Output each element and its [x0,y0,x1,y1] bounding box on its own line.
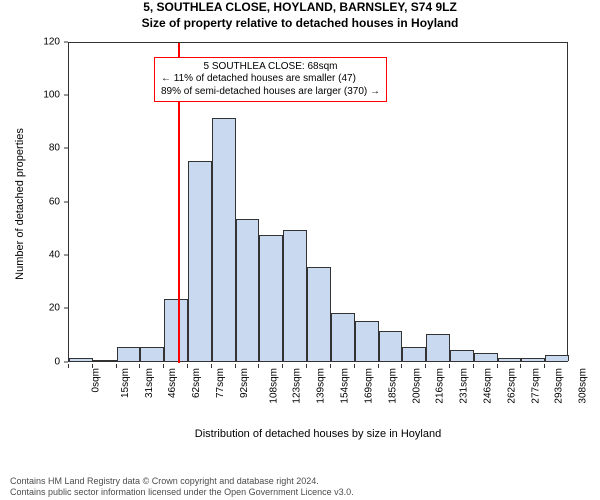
x-tick-label: 31sqm [144,368,155,398]
y-tick-label: 100 [43,89,60,100]
x-tick-label: 0sqm [90,368,101,392]
page-subtitle: Size of property relative to detached ho… [0,16,600,30]
annotation-line: ← 11% of detached houses are smaller (47… [161,73,380,86]
x-tick-label: 139sqm [316,368,327,404]
x-tick-label: 246sqm [483,368,494,404]
x-tick-label: 46sqm [167,368,178,398]
x-tick-label: 154sqm [340,368,351,404]
histogram-bar [69,358,93,361]
histogram-bar [164,299,188,360]
footer-line-1: Contains HM Land Registry data © Crown c… [10,476,354,487]
histogram-bar [379,331,403,360]
x-tick-label: 62sqm [191,368,202,398]
x-tick-label: 216sqm [435,368,446,404]
x-tick-mark [401,364,402,368]
annotation-box: 5 SOUTHLEA CLOSE: 68sqm← 11% of detached… [154,57,387,103]
x-tick-label: 231sqm [459,368,470,404]
x-tick-label: 277sqm [530,368,541,404]
histogram-bar [140,347,164,360]
attribution-footer: Contains HM Land Registry data © Crown c… [10,476,354,498]
y-axis-label: Number of detached properties [14,128,26,280]
y-tick-label: 60 [49,196,60,207]
x-tick-mark [211,364,212,368]
x-tick-label: 262sqm [506,368,517,404]
histogram-bar [283,230,307,361]
plot-area: 5 SOUTHLEA CLOSE: 68sqm← 11% of detached… [68,42,568,362]
y-tick-label: 20 [49,303,60,314]
x-tick-mark [68,364,69,368]
histogram-bar [259,235,283,360]
x-tick-mark [258,364,259,368]
footer-line-2: Contains public sector information licen… [10,487,354,498]
histogram-bar [498,358,522,361]
x-tick-label: 185sqm [387,368,398,404]
y-tick-label: 80 [49,143,60,154]
annotation-line: 89% of semi-detached houses are larger (… [161,86,380,99]
histogram-bar [331,313,355,361]
x-tick-mark [330,364,331,368]
histogram-bar [545,355,569,360]
histogram-bar [426,334,450,361]
x-tick-label: 123sqm [292,368,303,404]
x-tick-mark [306,364,307,368]
histogram-bar [474,353,498,361]
x-tick-mark [139,364,140,368]
x-tick-mark [354,364,355,368]
histogram-bar [521,358,545,361]
histogram-bar [212,118,236,361]
annotation-line: 5 SOUTHLEA CLOSE: 68sqm [161,61,380,74]
y-tick-label: 40 [49,249,60,260]
x-tick-mark [187,364,188,368]
chart-container: 020406080100120 Number of detached prope… [20,34,580,434]
x-tick-label: 200sqm [411,368,422,404]
x-tick-mark [544,364,545,368]
x-tick-label: 92sqm [239,368,250,398]
x-tick-mark [497,364,498,368]
x-tick-mark [92,364,93,368]
x-tick-label: 169sqm [363,368,374,404]
x-tick-mark [116,364,117,368]
x-tick-mark [378,364,379,368]
x-tick-mark [235,364,236,368]
histogram-bar [450,350,474,361]
histogram-bar [117,347,141,360]
x-tick-mark [449,364,450,368]
y-tick-label: 0 [54,356,60,367]
histogram-bar [402,347,426,360]
x-tick-mark [425,364,426,368]
x-tick-label: 77sqm [215,368,226,398]
x-tick-label: 293sqm [554,368,565,404]
x-tick-label: 308sqm [578,368,589,404]
histogram-bar [188,161,212,361]
x-tick-label: 15sqm [120,368,131,398]
page-title: 5, SOUTHLEA CLOSE, HOYLAND, BARNSLEY, S7… [0,0,600,16]
x-axis: Distribution of detached houses by size … [68,364,568,434]
x-tick-label: 108sqm [268,368,279,404]
x-tick-mark [282,364,283,368]
x-tick-mark [520,364,521,368]
x-axis-label: Distribution of detached houses by size … [68,428,568,440]
histogram-bar [307,267,331,360]
histogram-bar [355,321,379,361]
histogram-bar [93,360,117,361]
histogram-bar [236,219,260,360]
x-tick-mark [473,364,474,368]
y-tick-label: 120 [43,36,60,47]
x-tick-mark [163,364,164,368]
y-axis: 020406080100120 [20,42,64,362]
